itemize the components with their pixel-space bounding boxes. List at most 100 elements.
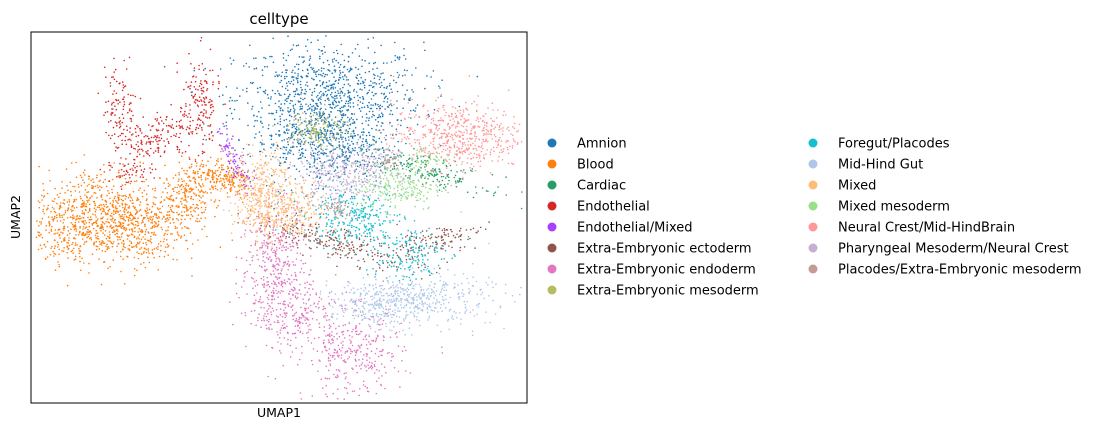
scatter-point <box>142 176 144 178</box>
scatter-point <box>241 286 243 288</box>
scatter-point <box>82 205 84 208</box>
scatter-point <box>71 204 74 207</box>
scatter-point <box>54 253 57 255</box>
scatter-point <box>356 94 359 97</box>
scatter-point <box>62 202 64 204</box>
scatter-point <box>356 141 359 144</box>
scatter-point <box>289 114 291 116</box>
scatter-point <box>253 170 256 172</box>
scatter-point <box>344 323 347 326</box>
scatter-point <box>220 150 222 153</box>
scatter-point <box>96 224 99 227</box>
scatter-point <box>337 62 340 64</box>
scatter-point <box>180 197 183 200</box>
scatter-point <box>262 260 264 262</box>
scatter-point <box>300 259 302 262</box>
scatter-point <box>277 316 280 318</box>
scatter-point <box>377 255 379 257</box>
scatter-point <box>227 196 229 198</box>
scatter-point <box>243 171 246 174</box>
scatter-point <box>273 298 276 300</box>
scatter-point <box>396 268 399 271</box>
scatter-point <box>293 278 295 281</box>
scatter-point <box>272 37 275 40</box>
scatter-point <box>402 168 404 170</box>
scatter-point <box>358 268 361 270</box>
scatter-point <box>109 165 112 167</box>
scatter-point <box>345 254 348 256</box>
scatter-point <box>291 241 294 243</box>
scatter-point <box>237 222 239 224</box>
scatter-point <box>305 112 307 115</box>
scatter-point <box>294 209 296 211</box>
scatter-point <box>132 133 134 135</box>
scatter-point <box>346 330 349 332</box>
scatter-point <box>292 226 295 229</box>
scatter-point <box>324 73 327 76</box>
scatter-point <box>192 96 195 98</box>
scatter-point <box>407 177 409 179</box>
scatter-point <box>106 205 109 208</box>
scatter-point <box>194 193 196 195</box>
scatter-point <box>449 229 452 231</box>
scatter-point <box>273 273 276 275</box>
scatter-point <box>110 242 113 244</box>
scatter-point <box>315 84 318 86</box>
scatter-point <box>361 362 364 364</box>
scatter-point <box>330 86 333 89</box>
scatter-point <box>322 94 325 97</box>
scatter-point <box>183 199 185 201</box>
scatter-point <box>132 94 134 97</box>
scatter-point <box>298 322 301 325</box>
scatter-point <box>385 134 387 137</box>
scatter-point <box>185 128 188 131</box>
scatter-point <box>328 63 330 66</box>
scatter-point <box>344 102 347 105</box>
scatter-point <box>362 143 365 146</box>
scatter-point <box>129 199 132 202</box>
scatter-point <box>341 346 344 349</box>
scatter-point <box>184 150 187 153</box>
scatter-point <box>129 177 131 179</box>
scatter-point <box>295 77 298 79</box>
scatter-point <box>361 106 363 109</box>
scatter-point <box>162 240 165 243</box>
scatter-point <box>167 226 170 228</box>
scatter-point <box>330 298 333 301</box>
scatter-point <box>297 44 300 46</box>
scatter-point <box>347 130 350 133</box>
scatter-point <box>229 187 232 190</box>
scatter-point <box>124 198 127 200</box>
scatter-point <box>163 182 165 184</box>
scatter-point <box>272 291 275 294</box>
scatter-point <box>312 100 315 103</box>
scatter-point <box>70 222 73 224</box>
scatter-point <box>246 87 248 90</box>
scatter-point <box>134 148 136 150</box>
scatter-point <box>209 104 212 106</box>
scatter-point <box>100 244 103 246</box>
scatter-point <box>99 208 102 211</box>
scatter-point <box>42 208 44 211</box>
scatter-point <box>334 91 337 94</box>
scatter-point <box>395 266 398 268</box>
scatter-point <box>323 326 326 328</box>
scatter-point <box>306 159 308 162</box>
scatter-point <box>196 162 198 164</box>
scatter-point <box>98 206 101 209</box>
scatter-point <box>198 96 201 98</box>
scatter-point <box>267 242 270 245</box>
scatter-point <box>312 311 315 314</box>
scatter-point <box>248 144 250 146</box>
scatter-point <box>109 218 112 221</box>
scatter-point <box>68 244 71 247</box>
scatter-point <box>152 152 155 154</box>
scatter-point <box>140 263 142 265</box>
scatter-point <box>350 340 353 343</box>
scatter-point <box>331 119 333 121</box>
scatter-point <box>80 176 83 179</box>
scatter-point <box>372 104 374 106</box>
scatter-point <box>281 320 284 323</box>
scatter-point <box>58 213 61 215</box>
scatter-point <box>220 188 222 190</box>
